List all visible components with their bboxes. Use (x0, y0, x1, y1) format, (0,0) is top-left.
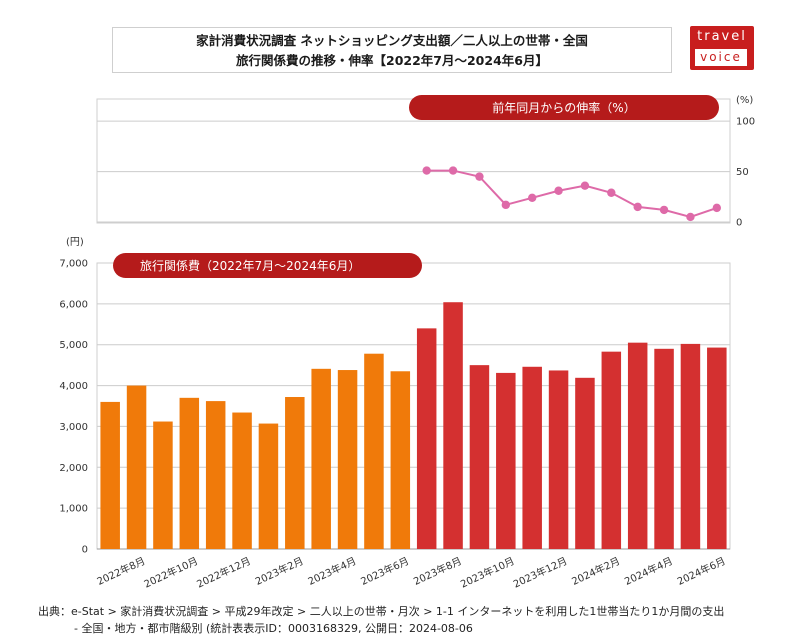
bar (469, 365, 490, 549)
x-tick-label: 2023年4月 (306, 554, 358, 588)
y-tick-label: 6,000 (59, 299, 88, 310)
y-tick-label: 7,000 (59, 259, 88, 270)
y-tick-label: 0 (82, 545, 88, 556)
growth-y-tick-label: 100 (736, 117, 755, 128)
logo-text-top: travel (697, 29, 747, 44)
x-tick-label: 2023年6月 (359, 554, 411, 588)
chart-title: 家計消費状況調査 ネットショッピング支出額／二人以上の世帯・全国 (196, 33, 588, 48)
chart-canvas: 0 50 100 (%) 前年同月からの伸率（%） 0 1,000 2,000 3,000… (59, 95, 755, 591)
growth-rate-unit-label: (%) (736, 95, 753, 106)
y-tick-label: 1,000 (59, 504, 88, 515)
chart-subtitle: 旅行関係費の推移・伸率【2022年7月～2024年6月】 (236, 53, 548, 68)
growth-rate-point (580, 181, 590, 190)
growth-rate-panel: 0 50 100 (%) 前年同月からの伸率（%） (96, 95, 755, 229)
growth-rate-title-pill (409, 95, 719, 120)
growth-rate-point (527, 193, 537, 202)
bar (126, 385, 147, 549)
growth-rate-title: 前年同月からの伸率（%） (492, 100, 635, 115)
bar (496, 372, 516, 549)
growth-rate-point (607, 188, 616, 197)
x-tick-label: 2024年6月 (675, 554, 727, 588)
travel-expense-plot-area (96, 262, 731, 550)
bar (522, 366, 542, 549)
bar (311, 368, 331, 549)
bar (680, 343, 701, 549)
y-tick-label: 2,000 (59, 463, 88, 474)
growth-rate-point (475, 172, 484, 181)
growth-y-tick-label: 0 (736, 218, 742, 229)
growth-rate-point (422, 166, 431, 175)
x-tick-label: 2024年4月 (622, 554, 674, 588)
growth-rate-point (448, 166, 458, 175)
y-tick-label: 4,000 (59, 381, 88, 392)
x-tick-label: 2023年12月 (511, 554, 569, 590)
growth-rate-point (554, 186, 563, 195)
bar (548, 370, 569, 549)
x-tick-label: 2023年8月 (411, 554, 463, 588)
bar (654, 348, 674, 549)
travelvoice-logo: travel voice (690, 26, 754, 70)
growth-rate-point (659, 205, 669, 215)
growth-rate-point (633, 202, 642, 212)
y-tick-label: 5,000 (59, 340, 88, 351)
growth-rate-line (426, 169, 718, 219)
bar (390, 371, 411, 549)
bar (443, 302, 463, 549)
travel-expense-title-pill (113, 253, 422, 278)
x-tick-label: 2023年2月 (253, 554, 305, 588)
travel-expense-title: 旅行関係費（2022年7月～2024年6月） (140, 258, 360, 273)
growth-y-tick-label: 50 (736, 167, 749, 178)
travel-expense-panel: 0 1,000 2,000 3,000 4,000 5,000 6,000 7,000 (円)… (59, 237, 731, 591)
source-note-line-1: 出典：e-Stat > 家計消費状況調査 > 平成29年改定 > 二人以上の世帯… (38, 605, 725, 618)
bar (179, 397, 200, 549)
x-tick-label: 2024年2月 (570, 554, 622, 588)
x-tick-label: 2022年12月 (194, 554, 252, 590)
x-tick-label: 2022年10月 (142, 554, 200, 590)
bar (100, 401, 120, 549)
bar (153, 421, 173, 549)
growth-rate-point (686, 212, 695, 222)
bar (285, 397, 305, 549)
x-tick-label: 2023年10月 (458, 554, 516, 590)
bar (258, 423, 279, 549)
x-tick-label: 2022年8月 (95, 554, 147, 588)
bar (364, 353, 384, 549)
logo-text-bottom: voice (695, 49, 747, 66)
bar (337, 370, 358, 549)
growth-rate-point (712, 203, 722, 213)
source-note-line-2: - 全国・地方・都市階級別 (統計表表示ID：0003168329, 公開日：2… (74, 622, 473, 635)
growth-rate-point (501, 200, 511, 210)
bar (627, 342, 648, 549)
travel-expense-unit-label: (円) (66, 237, 84, 248)
bar (232, 412, 252, 549)
bar (601, 351, 622, 549)
y-tick-label: 3,000 (59, 422, 88, 433)
bar (575, 377, 595, 549)
bar (205, 401, 226, 549)
bar (416, 328, 437, 549)
chart-title-box: 家計消費状況調査 ネットショッピング支出額／二人以上の世帯・全国 旅行関係費の推… (112, 27, 672, 73)
source-note: 出典：e-Stat > 家計消費状況調査 > 平成29年改定 > 二人以上の世帯… (38, 603, 724, 637)
bar (707, 347, 727, 549)
